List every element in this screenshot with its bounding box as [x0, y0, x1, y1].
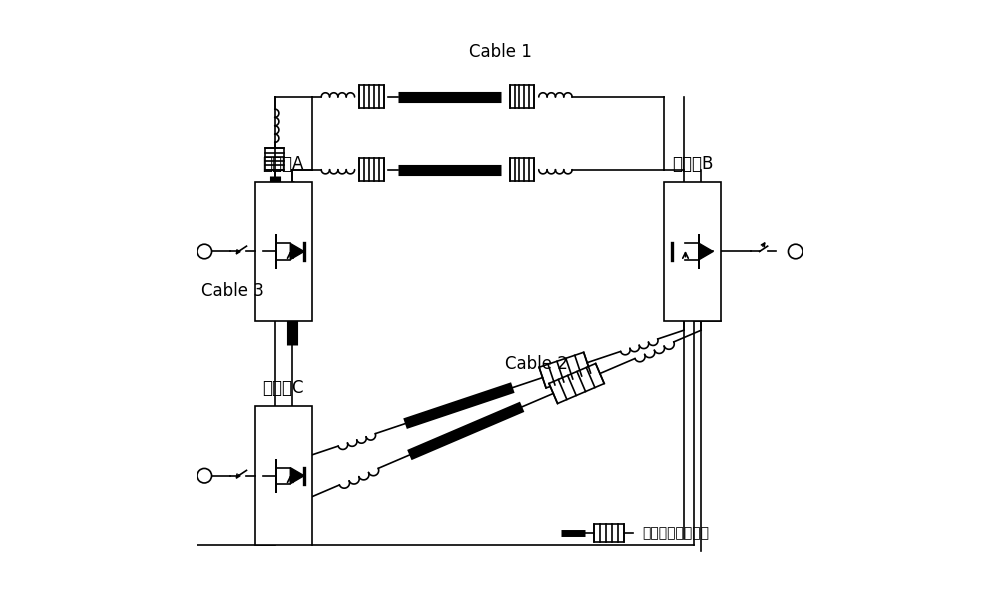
Bar: [359, 85, 384, 108]
Polygon shape: [549, 364, 604, 404]
Circle shape: [788, 244, 803, 259]
Bar: [510, 158, 534, 181]
Polygon shape: [699, 244, 713, 259]
Bar: [255, 182, 312, 321]
Bar: [594, 524, 624, 542]
Text: Cable 1: Cable 1: [469, 42, 532, 61]
Bar: [255, 406, 312, 545]
Text: Cable 3: Cable 3: [201, 282, 264, 300]
Text: 换流站B: 换流站B: [672, 155, 713, 173]
Circle shape: [197, 244, 212, 259]
Text: Cable 2: Cable 2: [505, 355, 568, 373]
Bar: [282, 221, 302, 242]
Text: 换流站A: 换流站A: [263, 155, 304, 173]
Polygon shape: [290, 468, 304, 484]
Bar: [359, 158, 384, 181]
Circle shape: [197, 468, 212, 483]
Polygon shape: [290, 244, 304, 259]
Text: 换流站C: 换流站C: [263, 379, 304, 397]
Polygon shape: [539, 352, 591, 388]
Bar: [265, 148, 284, 170]
Text: 机械式直流断路器: 机械式直流断路器: [642, 526, 709, 541]
Bar: [664, 182, 721, 321]
Bar: [510, 85, 534, 108]
